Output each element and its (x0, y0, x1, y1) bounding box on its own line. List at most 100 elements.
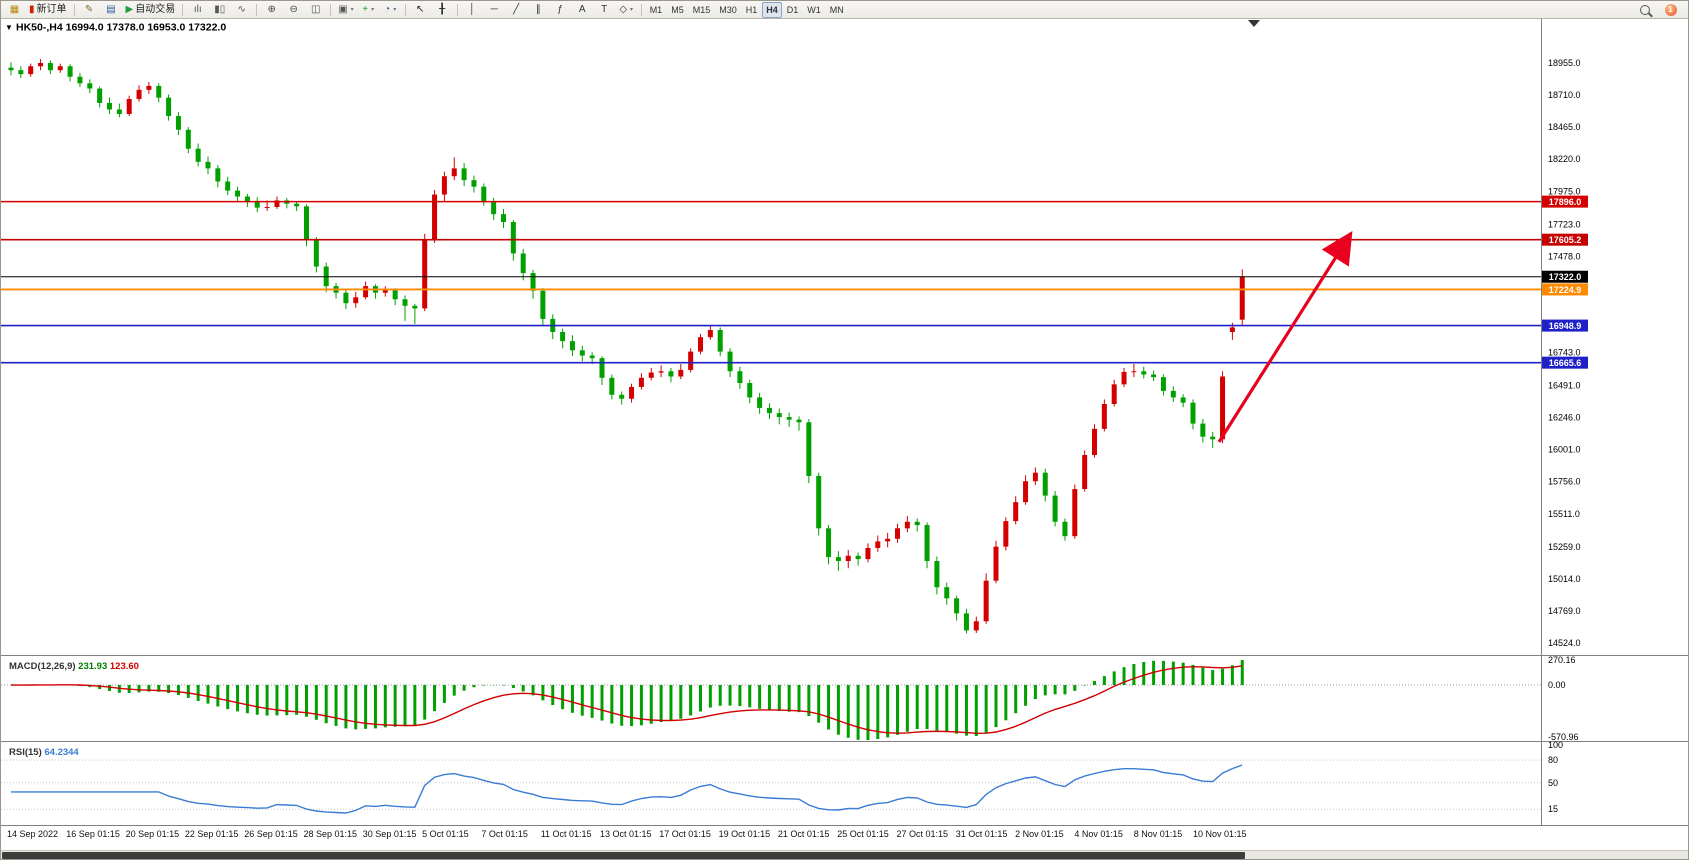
price-badge-label: 17896.0 (1549, 197, 1582, 207)
candle-body (392, 290, 398, 300)
vline-icon[interactable]: │ (462, 1, 483, 18)
crosshair-icon[interactable]: ╂ (432, 1, 453, 18)
arrange-windows-icon-glyph: ▣ (338, 3, 348, 15)
candle-body (865, 547, 871, 560)
candle-body (175, 116, 181, 130)
candle-body (895, 528, 900, 539)
time-axis-label: 2 Nov 01:15 (1015, 829, 1064, 839)
price-axis-label: 15756.0 (1548, 477, 1581, 487)
autotrading-button-glyph: ▶ (125, 3, 134, 15)
arrange-windows-icon[interactable]: ▣ ▾ (335, 1, 356, 18)
timeframe-h1[interactable]: H1 (745, 4, 758, 15)
macd-panel[interactable]: MACD(12,26,9) 231.93 123.60 270.16 0.00 -57… (1, 655, 1579, 742)
text-icon-glyph: A (578, 3, 586, 15)
tile-windows-icon[interactable]: ◫ (305, 1, 326, 18)
text-label-icon[interactable]: T (594, 1, 615, 18)
timeframe-d1[interactable]: D1 (786, 4, 799, 15)
shapes-icon[interactable]: ◇ ▾ (616, 1, 637, 18)
candle-chart-icon[interactable]: ▮▯ (209, 1, 230, 18)
timeframe-m15[interactable]: M15 (692, 4, 711, 15)
candle-body (648, 372, 654, 378)
price-axis[interactable]: 18955.0 18710.0 18465.0 18220.0 17975.0 17723… (1541, 19, 1589, 826)
candle-body (28, 66, 34, 75)
periods-icon[interactable]: ◔ ▾ (380, 1, 401, 18)
time-axis-label: 7 Oct 01:15 (481, 829, 528, 839)
chart-collapse-icon[interactable]: ▼ (5, 23, 13, 32)
line-chart-icon[interactable]: ∿ (231, 1, 252, 18)
chart-canvas[interactable]: ▼ HK50-,H4 16994.0 17378.0 16953.0 17322… (1, 19, 1689, 860)
trend-arrow-object[interactable] (1217, 231, 1353, 443)
time-axis-label: 26 Sep 01:15 (244, 829, 298, 839)
vline-icon-glyph: │ (469, 3, 476, 15)
indicators-icon-glyph: + (362, 3, 369, 15)
new-order-button[interactable]: ▮ 新订单 (26, 1, 70, 18)
bar-chart-icon[interactable]: ılı (187, 1, 208, 18)
candle-body (658, 371, 664, 373)
candle-body (1220, 376, 1226, 440)
candle-body (1141, 371, 1147, 375)
candle-body (619, 394, 625, 399)
autotrading-button[interactable]: ▶ 自动交易 (123, 1, 179, 18)
timeframe-mn[interactable]: MN (829, 4, 844, 15)
candle-body (993, 546, 999, 581)
crosshair-icon-glyph: ╂ (439, 3, 446, 15)
candle-body (1190, 402, 1196, 424)
rsi-panel[interactable]: RSI(15) 64.2344 100 80 50 15 (1, 740, 1563, 814)
candle-body (796, 419, 802, 423)
hline-objects[interactable] (1, 200, 1541, 364)
periods-icon-glyph: ◔ (384, 3, 391, 15)
candlestick-series[interactable] (8, 59, 1245, 634)
candle-body (1111, 384, 1117, 404)
candle-body (520, 253, 526, 274)
indicators-icon[interactable]: + ▾ (358, 1, 379, 18)
search-icon[interactable] (1634, 1, 1655, 18)
new-order-button-label: 新订单 (36, 3, 67, 15)
candle-body (1062, 521, 1068, 537)
candle-body (126, 98, 132, 115)
candle-body (786, 417, 792, 420)
timeframe-m30[interactable]: M30 (719, 4, 737, 15)
chart-shift-marker[interactable] (1248, 20, 1260, 27)
candle-body (1072, 489, 1078, 537)
chart-region: ▼ HK50-,H4 16994.0 17378.0 16953.0 17322… (1, 19, 1689, 860)
cursor-icon[interactable]: ↖ (410, 1, 431, 18)
horizontal-scrollbar-thumb[interactable] (2, 852, 1245, 859)
timeframe-h4[interactable]: H4 (762, 1, 782, 18)
time-axis-label: 17 Oct 01:15 (659, 829, 711, 839)
price-axis-label: 17723.0 (1548, 219, 1581, 229)
price-badge-label: 16948.9 (1549, 321, 1582, 331)
candle-body (441, 176, 447, 195)
fibonacci-icon[interactable]: ƒ (550, 1, 571, 18)
chart-title: HK50-,H4 16994.0 17378.0 16953.0 17322.0 (16, 22, 226, 34)
candle-body (87, 83, 93, 89)
chart-window-icon[interactable]: ▦ (4, 1, 25, 18)
candle-body (835, 557, 841, 562)
candle-body (116, 109, 122, 115)
trendline-icon[interactable]: ╱ (506, 1, 527, 18)
toolbar: ▦ ▮ 新订单 ✎ ▤ ▶ 自动交易 ılı ▮▯ ∿ ⊕ ⊖ ◫ ▣ ▾ + ▾ ◔ ▾ ↖ ╂ │ ─ ╱ ∥ ƒ A T ◇ ▾ M1… (1, 1, 1688, 19)
candle-body (47, 63, 53, 71)
hline-icon[interactable]: ─ (484, 1, 505, 18)
terminal-icon[interactable]: ▤ (101, 1, 122, 18)
text-label-icon-glyph: T (601, 3, 608, 15)
timeframe-m5[interactable]: M5 (671, 4, 684, 15)
price-axis-label: 17478.0 (1548, 251, 1581, 261)
price-axis-label: 14524.0 (1548, 638, 1581, 648)
timeframe-m1[interactable]: M1 (649, 4, 663, 15)
community-badge[interactable]: 1 (1660, 1, 1681, 18)
candle-body (235, 190, 241, 197)
macd-scale-label: 0.00 (1548, 680, 1566, 690)
candle-body (215, 168, 221, 182)
text-icon[interactable]: A (572, 1, 593, 18)
timeframe-w1[interactable]: W1 (807, 4, 821, 15)
zoom-in-icon[interactable]: ⊕ (261, 1, 282, 18)
candle-body (1160, 377, 1166, 391)
metaeditor-icon[interactable]: ✎ (79, 1, 100, 18)
candle-body (914, 521, 920, 526)
zoom-out-icon[interactable]: ⊖ (283, 1, 304, 18)
time-axis[interactable]: 14 Sep 2022 16 Sep 01:15 20 Sep 01:15 22 Se… (7, 829, 1247, 839)
candle-body (195, 148, 201, 162)
candle-body (954, 598, 960, 614)
channel-icon[interactable]: ∥ (528, 1, 549, 18)
magnifier-glyph (1639, 4, 1650, 15)
